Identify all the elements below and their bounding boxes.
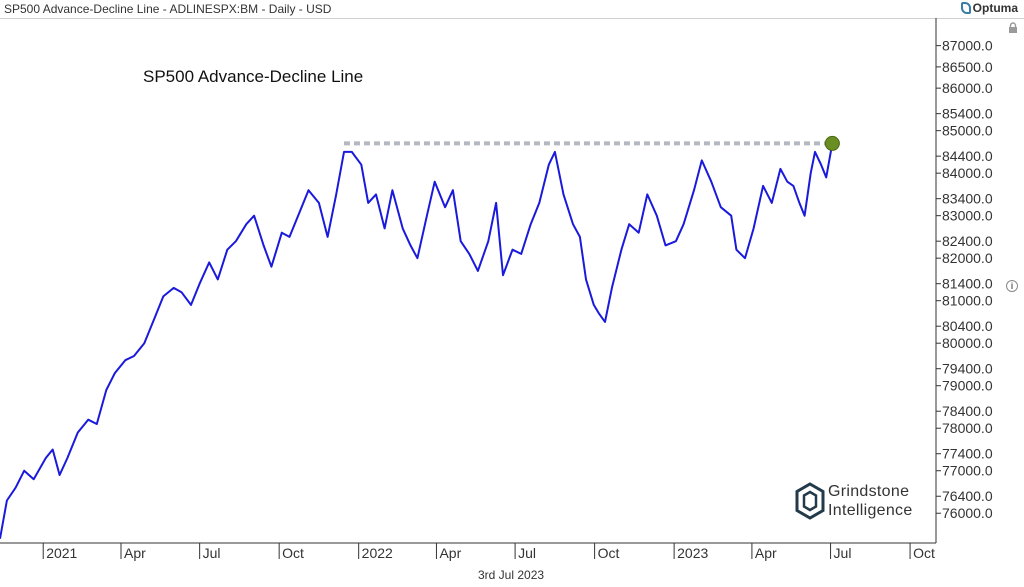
optuma-logo-icon bbox=[960, 2, 971, 14]
y-tick-label: 86000.0 bbox=[942, 80, 993, 96]
x-tick-label: Apr bbox=[755, 545, 777, 561]
x-tick-label: Jul bbox=[518, 545, 536, 561]
y-tick-label: 84400.0 bbox=[942, 148, 993, 164]
y-tick-label: 84000.0 bbox=[942, 165, 993, 181]
lock-icon[interactable] bbox=[1008, 22, 1018, 34]
y-tick-label: 83000.0 bbox=[942, 208, 993, 224]
y-tick-label: 76000.0 bbox=[942, 505, 993, 521]
y-tick-label: 85000.0 bbox=[942, 123, 993, 139]
x-tick-label: Jul bbox=[203, 545, 221, 561]
y-tick-label: 78000.0 bbox=[942, 420, 993, 436]
y-tick-label: 86500.0 bbox=[942, 59, 993, 75]
y-tick-label: 78400.0 bbox=[942, 403, 993, 419]
x-tick-label: Oct bbox=[282, 545, 304, 561]
x-tick-label: Oct bbox=[598, 545, 620, 561]
chart-header: SP500 Advance-Decline Line - ADLINESPX:B… bbox=[0, 0, 1024, 19]
series-line bbox=[0, 143, 834, 539]
y-tick-label: 85400.0 bbox=[942, 106, 993, 122]
x-tick-label: Oct bbox=[913, 545, 935, 561]
chart-header-title: SP500 Advance-Decline Line - ADLINESPX:B… bbox=[4, 2, 332, 16]
chart-title: SP500 Advance-Decline Line bbox=[143, 67, 363, 86]
x-tick-label: Jul bbox=[834, 545, 852, 561]
info-icon[interactable]: i bbox=[1006, 280, 1018, 292]
y-tick-label: 79400.0 bbox=[942, 361, 993, 377]
logo-line-1: Grindstone bbox=[828, 483, 910, 500]
optuma-brand: Optuma bbox=[960, 1, 1018, 15]
y-tick-label: 81400.0 bbox=[942, 276, 993, 292]
y-tick-label: 80000.0 bbox=[942, 335, 993, 351]
x-tick-label: Apr bbox=[124, 545, 146, 561]
y-tick-label: 77000.0 bbox=[942, 463, 993, 479]
y-tick-label: 77400.0 bbox=[942, 446, 993, 462]
y-tick-label: 83400.0 bbox=[942, 191, 993, 207]
grindstone-hexagon-icon bbox=[795, 482, 825, 520]
y-tick-label: 82000.0 bbox=[942, 250, 993, 266]
y-tick-label: 79000.0 bbox=[942, 378, 993, 394]
logo-line-2: Intelligence bbox=[828, 502, 913, 519]
x-tick-label: 2022 bbox=[362, 545, 393, 561]
x-tick-label: 2023 bbox=[677, 545, 708, 561]
current-date-label: 3rd Jul 2023 bbox=[478, 568, 545, 582]
breakout-marker bbox=[824, 135, 840, 151]
plot-area bbox=[0, 135, 841, 539]
y-tick-label: 87000.0 bbox=[942, 38, 993, 54]
y-tick-label: 76400.0 bbox=[942, 488, 993, 504]
x-axis-ticks: 2021 Apr Jul Oct 2022 Apr Jul Oct 2023 Apr Jul Oct bbox=[42, 543, 935, 561]
optuma-brand-label: Optuma bbox=[972, 1, 1018, 15]
x-tick-label: 2021 bbox=[46, 545, 77, 561]
y-tick-label: 80400.0 bbox=[942, 318, 993, 334]
y-tick-label: 82400.0 bbox=[942, 233, 993, 249]
grindstone-logo: Grindstone Intelligence bbox=[794, 482, 934, 528]
x-tick-label: Apr bbox=[439, 545, 461, 561]
y-tick-label: 81000.0 bbox=[942, 293, 993, 309]
